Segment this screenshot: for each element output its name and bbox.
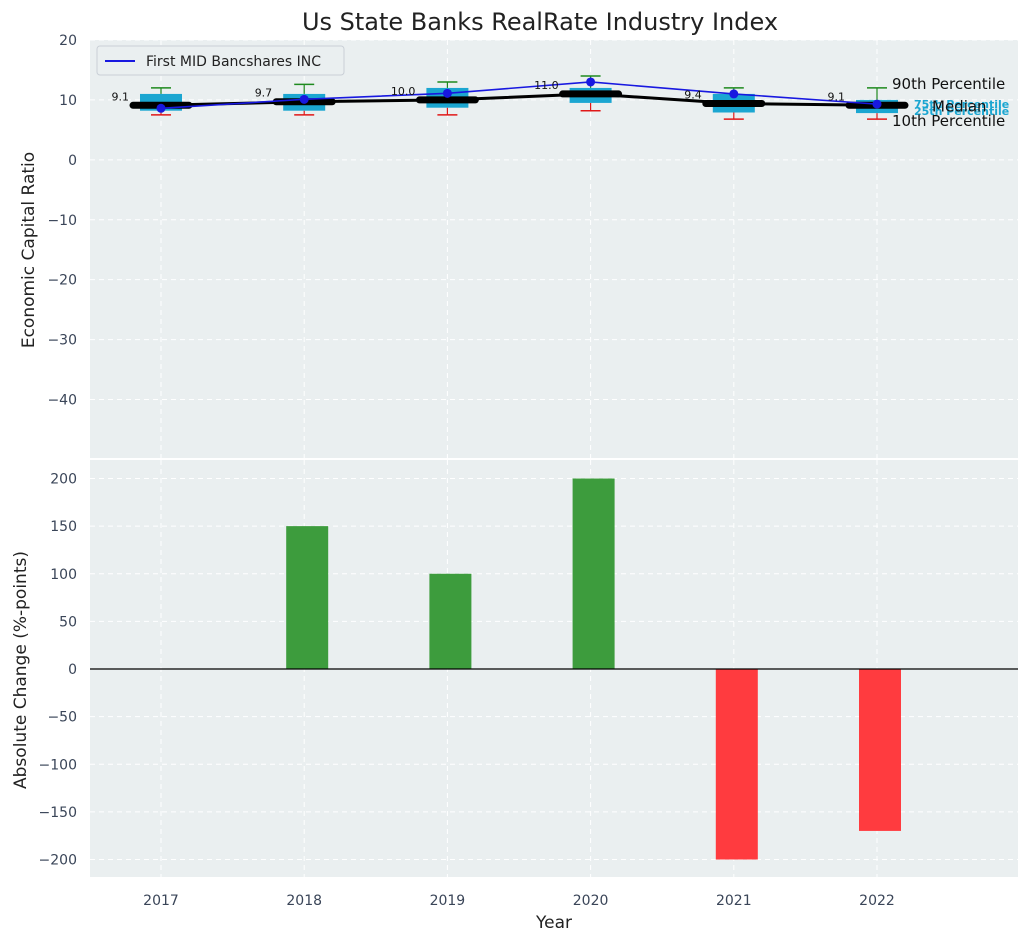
annotation-10th-percentile: 10th Percentile <box>892 112 1005 130</box>
median-value-label: 11.0 <box>534 79 559 92</box>
top-y-tick-label: −30 <box>47 333 77 349</box>
x-tick-label: 2020 <box>573 893 609 909</box>
bottom-y-tick-label: −50 <box>47 710 77 726</box>
series-point <box>442 88 452 98</box>
bottom-y-tick-label: 0 <box>68 662 77 678</box>
bottom-y-axis-title: Absolute Change (%-points) <box>11 551 31 789</box>
bar <box>572 478 615 669</box>
bar <box>286 526 329 669</box>
median-value-label: 10.0 <box>391 85 416 98</box>
x-tick-label: 2017 <box>143 893 179 909</box>
top-y-tick-label: 0 <box>68 153 77 169</box>
x-axis-title: Year <box>535 913 572 933</box>
median-value-label: 9.1 <box>112 90 130 103</box>
annotation-25th-percentile: 25th Percentile <box>914 105 1009 118</box>
series-line <box>160 81 878 110</box>
bar <box>715 669 758 860</box>
series-point <box>729 89 739 99</box>
series-point <box>299 94 309 104</box>
x-tick-label: 2021 <box>716 893 752 909</box>
bar <box>429 573 472 669</box>
top-y-tick-label: 20 <box>59 33 77 49</box>
median-value-label: 9.7 <box>255 87 273 100</box>
bottom-y-tick-label: −150 <box>39 805 77 821</box>
legend-label: First MID Bancshares INC <box>146 54 321 70</box>
chart-title: Us State Banks RealRate Industry Index <box>302 8 778 36</box>
x-tick-label: 2022 <box>859 893 895 909</box>
bottom-y-tick-label: 150 <box>50 519 77 535</box>
median-value-label: 9.4 <box>684 89 702 102</box>
x-tick-label: 2019 <box>430 893 466 909</box>
top-y-tick-label: 10 <box>59 93 77 109</box>
annotation-75th-percentile: 75th Percentile <box>914 98 1009 111</box>
x-tick-label: 2018 <box>286 893 322 909</box>
annotation-90th-percentile: 90th Percentile <box>892 75 1005 93</box>
bottom-y-tick-label: 50 <box>59 614 77 630</box>
bottom-y-tick-label: 200 <box>50 472 77 488</box>
series-point <box>586 77 596 87</box>
bottom-y-tick-label: −200 <box>39 853 77 869</box>
top-y-tick-label: −40 <box>47 393 77 409</box>
legend: First MID Bancshares INC <box>96 45 345 76</box>
top-y-axis-title: Economic Capital Ratio <box>19 152 39 348</box>
top-y-tick-label: −10 <box>47 213 77 229</box>
annotation-median: Median <box>932 97 987 115</box>
series-point <box>156 103 166 113</box>
bar <box>859 669 901 831</box>
bottom-y-tick-label: 100 <box>50 567 77 583</box>
bottom-y-tick-label: −100 <box>39 757 77 773</box>
median-value-label: 9.1 <box>828 90 846 103</box>
series-point <box>872 99 882 109</box>
top-y-tick-label: −20 <box>47 273 77 289</box>
